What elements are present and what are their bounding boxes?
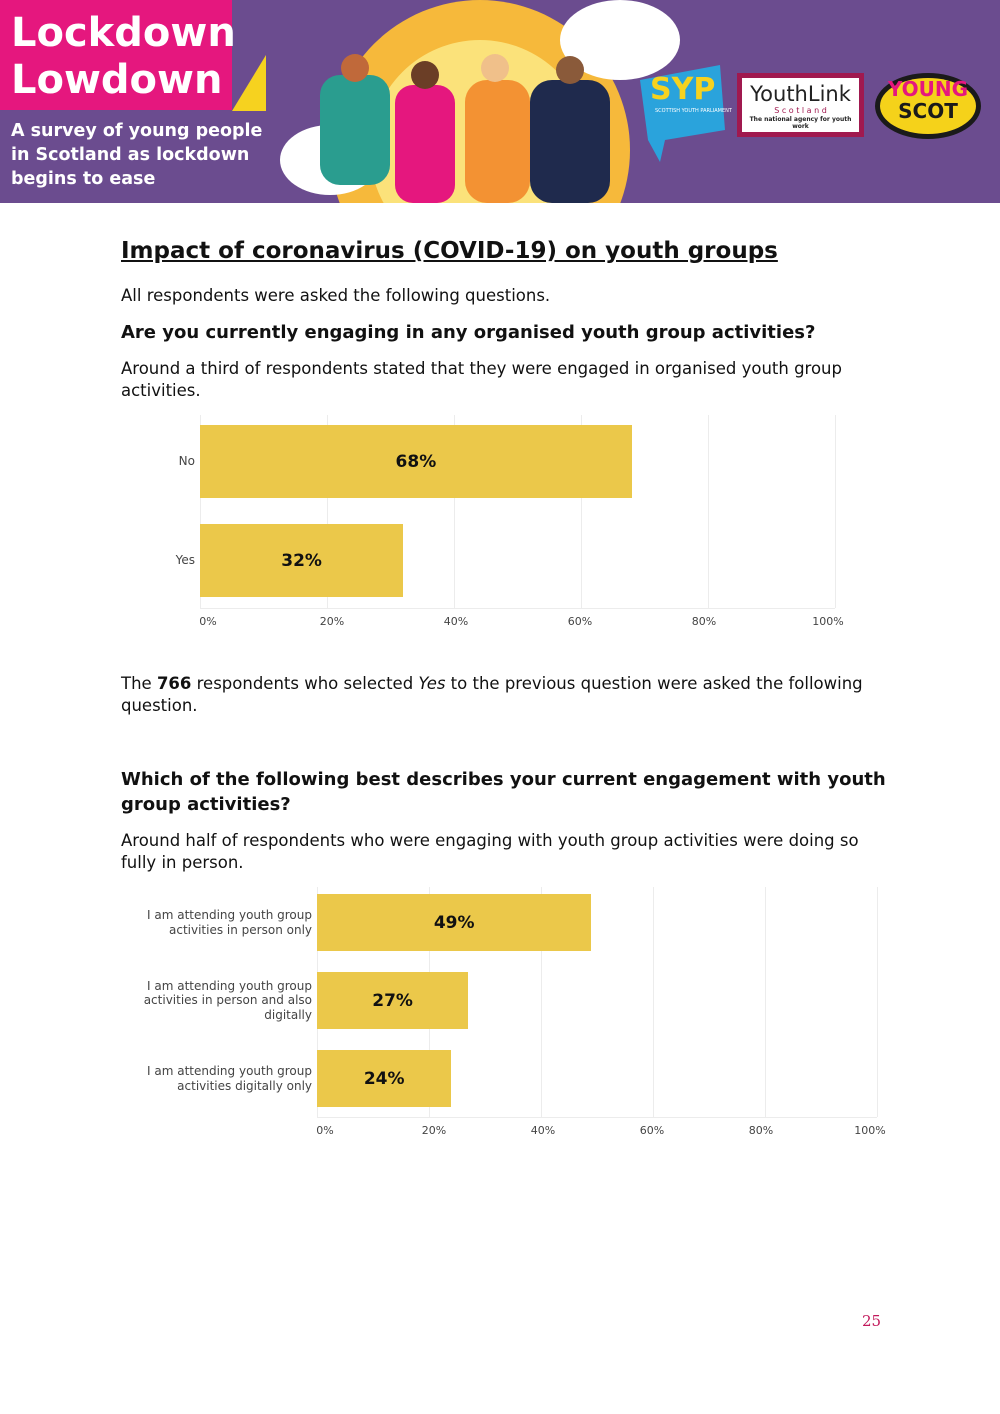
x-tick-label: 20% <box>421 1124 447 1137</box>
syp-sub: SCOTTISH YOUTH PARLIAMENT <box>655 108 732 114</box>
x-tick-label: 60% <box>639 1124 665 1137</box>
x-tick-label: 80% <box>691 615 717 628</box>
grid-line <box>581 415 582 608</box>
text: to the previous question were asked the … <box>121 674 863 715</box>
bar <box>200 524 404 597</box>
section-title: Impact of coronavirus (COVID-19) on yout… <box>121 238 778 264</box>
title-box <box>0 0 232 110</box>
category-label: Yes <box>175 553 195 567</box>
finding: Around a third of respondents stated tha… <box>121 359 842 400</box>
grid-line <box>765 887 766 1117</box>
x-tick-label: 100% <box>854 1124 886 1137</box>
value-label: 27% <box>372 990 413 1011</box>
subtitle-line: begins to ease <box>11 169 156 189</box>
follow-up: The 766 respondents who selected Yes to … <box>121 673 891 717</box>
x-tick-label: 40% <box>443 615 469 628</box>
title-line: Lowdown <box>11 57 223 103</box>
banner: Lockdown Lowdown A survey of young peopl… <box>0 0 1000 203</box>
x-tick-label: 40% <box>530 1124 556 1137</box>
title-accent <box>232 55 266 111</box>
youthlink-tag: The national agency for youth work <box>749 116 852 130</box>
grid-line <box>454 415 455 608</box>
syp-logo: SYP <box>650 72 716 107</box>
banner-title: Lockdown Lowdown <box>11 10 236 104</box>
answer: Yes <box>418 674 446 693</box>
value-label: 49% <box>433 912 475 933</box>
x-tick-label: 0% <box>316 1124 334 1137</box>
grid-line <box>708 415 709 608</box>
logo-line: SCOT <box>898 99 958 123</box>
category-label: I am attending youth group activities in… <box>147 908 312 937</box>
x-tick-label: 20% <box>319 615 345 628</box>
bar <box>317 1050 452 1107</box>
youthlink-logo: YouthLink <box>750 82 851 106</box>
value-label: 68% <box>395 451 437 472</box>
grid-line <box>200 415 201 608</box>
category-label: I am attending youth group activities in… <box>143 978 312 1022</box>
page-number: 25 <box>862 1312 882 1330</box>
x-tick-label: 100% <box>812 615 844 628</box>
banner-subtitle: A survey of young people in Scotland as … <box>11 119 262 191</box>
subtitle-line: A survey of young people <box>11 121 263 141</box>
text: The <box>121 674 157 693</box>
question: Which of the following best describes yo… <box>121 769 886 815</box>
x-tick-label: 60% <box>567 615 593 628</box>
bar <box>200 425 632 498</box>
youngscot-logo: YOUNG SCOT <box>880 78 976 122</box>
bar <box>317 972 469 1029</box>
subtitle-line: in Scotland as lockdown <box>11 145 250 165</box>
logo-line: YOUNG <box>887 77 969 101</box>
x-axis-line <box>317 1117 877 1118</box>
banner-art <box>280 0 981 203</box>
text: respondents who selected <box>191 674 419 693</box>
bar <box>317 894 592 951</box>
intro: All respondents were asked the following… <box>121 286 551 305</box>
grid-line <box>835 415 836 608</box>
x-tick-label: 80% <box>748 1124 774 1137</box>
grid-line <box>877 887 878 1117</box>
finding: Around half of respondents who were enga… <box>121 831 859 872</box>
x-axis-line <box>200 608 835 609</box>
youthlink-sub: S c o t l a n d <box>774 106 827 115</box>
category-label: No <box>178 454 195 468</box>
value-label: 24% <box>363 1068 405 1089</box>
x-tick-label: 0% <box>199 615 217 628</box>
question: Are you currently engaging in any organi… <box>121 322 816 343</box>
grid-line <box>327 415 328 608</box>
value-label: 32% <box>281 550 322 571</box>
grid-line <box>653 887 654 1117</box>
title-line: Lockdown <box>11 10 236 56</box>
category-label: I am attending youth group activities di… <box>147 1064 312 1093</box>
grid-line <box>541 887 542 1117</box>
count: 766 <box>156 674 192 693</box>
